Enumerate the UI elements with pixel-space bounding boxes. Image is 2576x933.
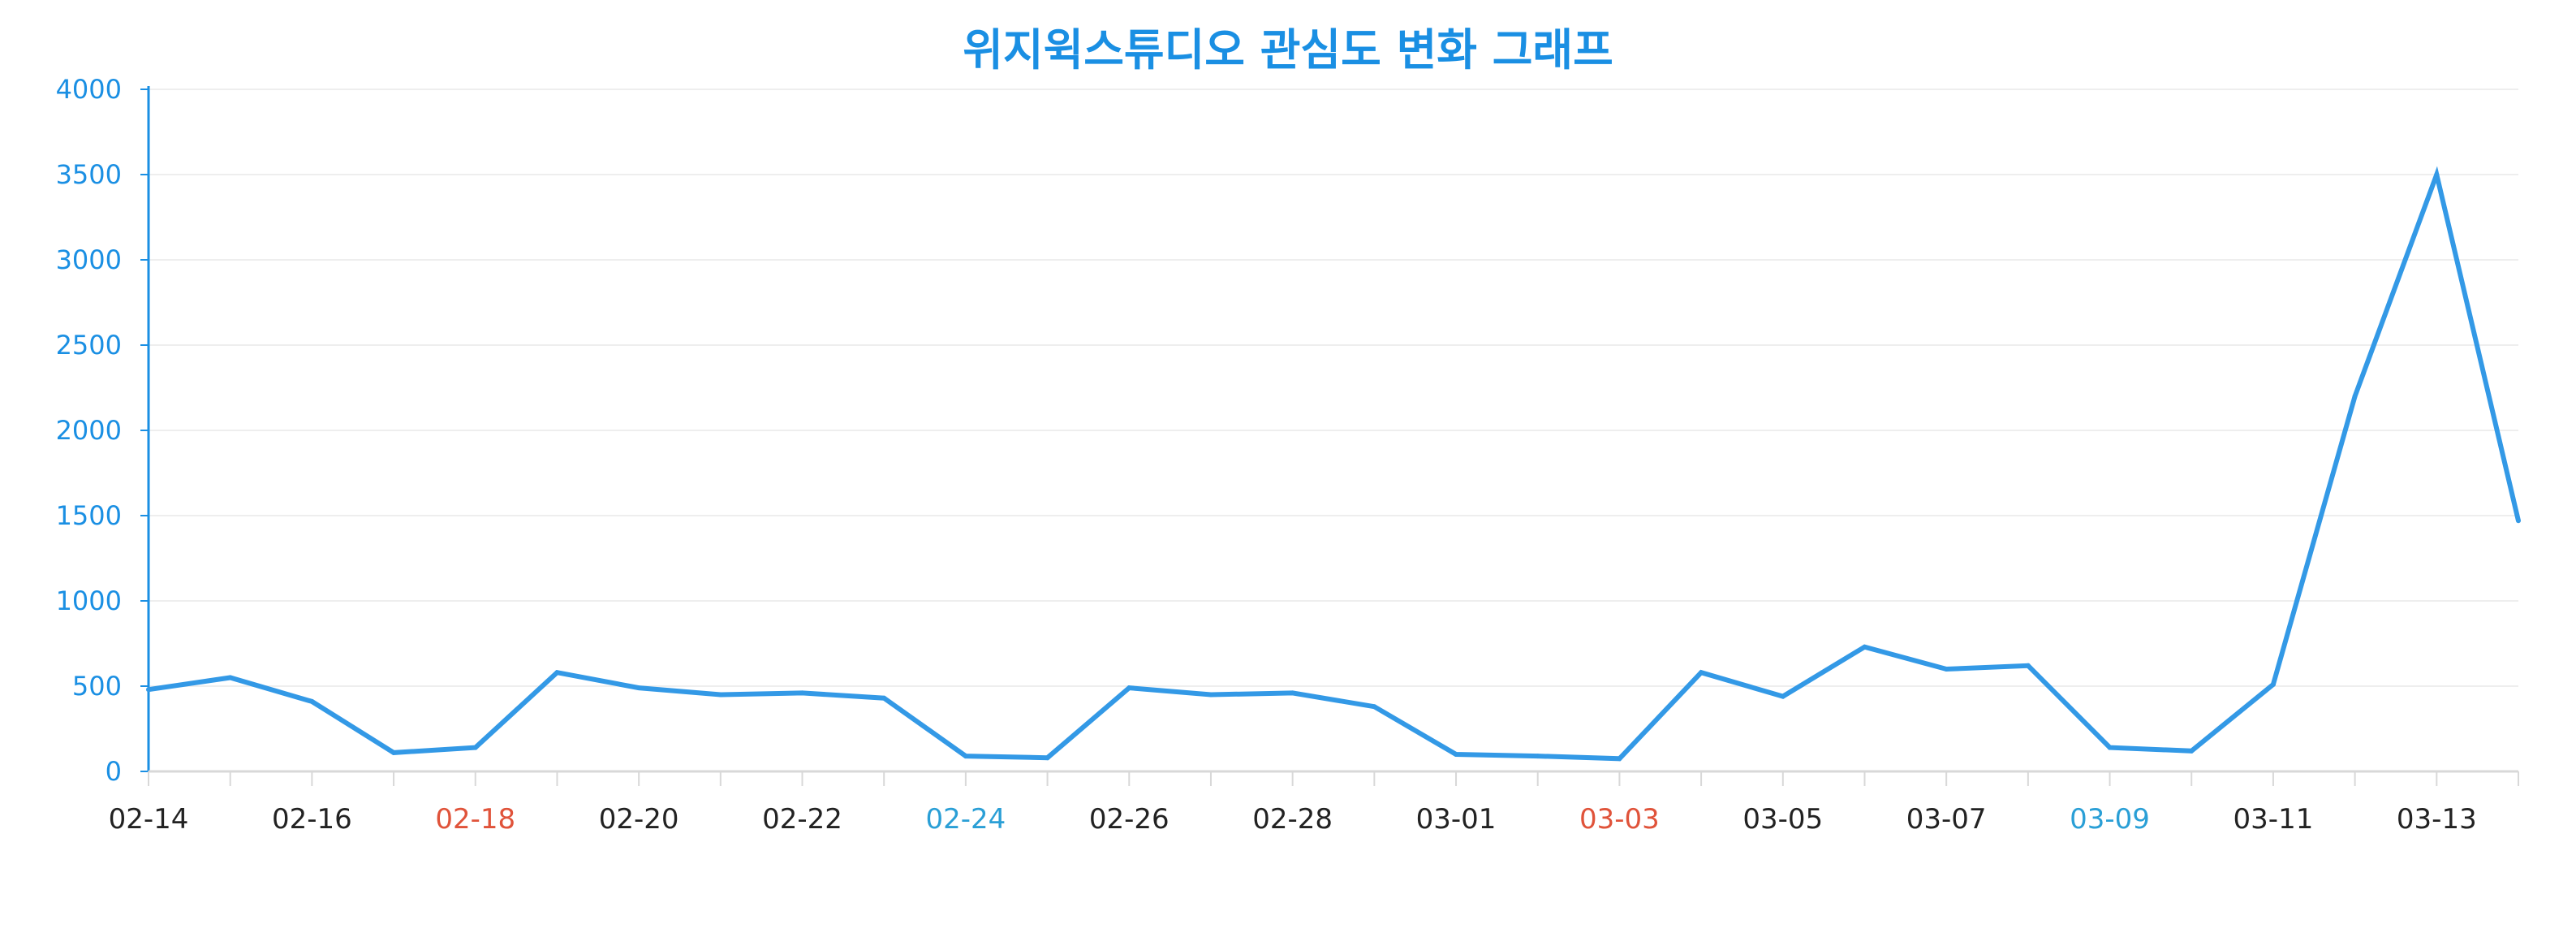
y-tick-label: 1500 [56, 500, 122, 531]
data-point [1372, 704, 1377, 710]
x-tick-label: 02-16 [272, 803, 352, 836]
data-point [1617, 756, 1622, 762]
y-tick-label: 3500 [56, 159, 122, 190]
data-point [2434, 172, 2440, 177]
x-tick-label: 03-03 [1579, 803, 1660, 836]
grid-lines [149, 89, 2518, 687]
series-layer [146, 166, 2521, 762]
axes [147, 86, 2518, 773]
data-point [227, 675, 233, 680]
y-tick-label: 3000 [56, 244, 122, 275]
x-tick-label: 03-09 [2070, 803, 2150, 836]
data-point [1126, 685, 1132, 691]
y-tick-label: 2500 [56, 330, 122, 361]
y-tick-label: 2000 [56, 415, 122, 446]
data-point [636, 685, 642, 691]
x-tick-label: 03-05 [1742, 803, 1823, 836]
x-tick-label: 02-22 [762, 803, 842, 836]
data-point [146, 687, 151, 693]
data-point [1208, 692, 1213, 698]
data-point [717, 692, 723, 698]
data-point [1944, 667, 1949, 672]
x-tick-label: 03-13 [2397, 803, 2477, 836]
y-tick-label: 500 [72, 671, 122, 702]
data-point [391, 749, 397, 755]
data-point [799, 690, 805, 696]
x-tick-label: 03-07 [1906, 803, 1987, 836]
x-tick-label: 03-11 [2234, 803, 2314, 836]
data-point [1699, 670, 1704, 676]
data-point [2025, 663, 2031, 668]
x-tick-label: 02-28 [1252, 803, 1333, 836]
data-point [554, 670, 560, 676]
x-tick-label: 02-14 [109, 803, 189, 836]
data-point [881, 695, 887, 701]
x-tick-label: 02-26 [1089, 803, 1170, 836]
data-point [2189, 748, 2195, 754]
y-tick-label: 4000 [56, 74, 122, 105]
data-point [1290, 690, 1295, 696]
x-tick-label: 02-18 [435, 803, 515, 836]
data-point [2352, 394, 2358, 399]
data-point [2107, 745, 2113, 750]
data-point [1045, 755, 1050, 761]
series-line [148, 166, 2521, 762]
data-point [963, 754, 968, 759]
data-point [472, 745, 478, 750]
y-axis-ticks: 0 500 1000 1500 2000 2500 3000 3500 4000 [56, 74, 149, 787]
chart-title: 위지윅스튜디오 관심도 변화 그래프 [963, 24, 1613, 76]
data-point [1454, 752, 1459, 757]
x-tick-label: 02-24 [925, 803, 1006, 836]
y-tick-label: 0 [106, 756, 122, 787]
data-point [309, 698, 315, 704]
data-point [1535, 754, 1540, 759]
data-point [2516, 518, 2521, 524]
x-tick-label: 03-01 [1416, 803, 1497, 836]
y-tick-label: 1000 [56, 585, 122, 616]
data-point [2270, 681, 2276, 687]
x-tick-label: 02-20 [599, 803, 679, 836]
data-point [1780, 693, 1786, 699]
data-point [1862, 644, 1867, 650]
x-axis-ticks: 02-14 02-16 02-18 02-20 02-22 02-24 02-26 02-28… [109, 771, 2519, 836]
